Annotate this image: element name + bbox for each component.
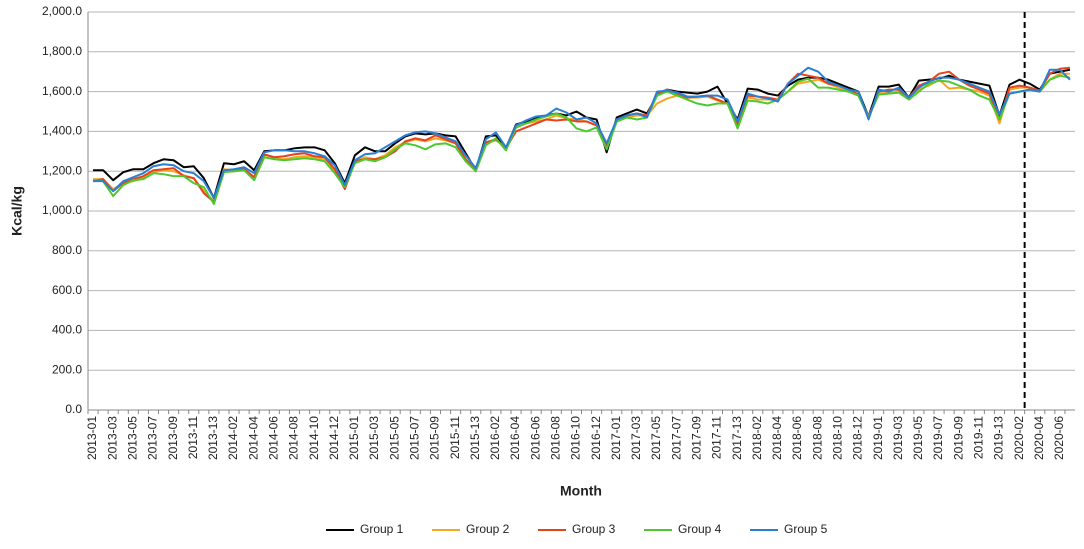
y-axis-label: Kcal/kg <box>9 186 25 236</box>
x-tick-label: 2013-03 <box>105 416 119 460</box>
series-line <box>93 66 1071 200</box>
x-tick-label: 2014-06 <box>266 416 280 460</box>
x-tick-label: 2013-13 <box>206 416 220 460</box>
x-tick-label: 2014-08 <box>287 416 301 460</box>
x-tick-label: 2017-09 <box>689 416 703 460</box>
x-tick-label: 2019-05 <box>911 416 925 460</box>
legend-label: Group 4 <box>678 522 722 536</box>
x-tick-label: 2018-10 <box>830 416 844 460</box>
x-tick-label: 2013-09 <box>166 416 180 460</box>
x-tick-label: 2016-04 <box>508 416 522 460</box>
x-tick-label: 2019-03 <box>891 416 905 460</box>
x-tick-label: 2018-02 <box>750 416 764 460</box>
y-tick-label: 400.0 <box>52 323 82 337</box>
y-tick-label: 1,000.0 <box>42 203 82 217</box>
x-tick-label: 2018-04 <box>770 416 784 460</box>
x-tick-label: 2014-10 <box>307 416 321 460</box>
x-tick-label: 2016-10 <box>569 416 583 460</box>
x-axis-label: Month <box>560 483 602 499</box>
x-tick-label: 2019-13 <box>992 416 1006 460</box>
x-tick-label: 2015-07 <box>407 416 421 460</box>
y-tick-label: 1,600.0 <box>42 84 82 98</box>
x-tick-label: 2016-02 <box>488 416 502 460</box>
x-tick-label: 2017-11 <box>710 416 724 459</box>
x-tick-label: 2018-06 <box>790 416 804 460</box>
legend-label: Group 1 <box>360 522 404 536</box>
x-tick-label: 2013-01 <box>85 416 99 460</box>
x-tick-label: 2015-03 <box>367 416 381 460</box>
x-tick-label: 2020-04 <box>1032 416 1046 460</box>
legend-label: Group 2 <box>466 522 510 536</box>
x-tick-label: 2017-07 <box>669 416 683 460</box>
x-tick-label: 2015-13 <box>468 416 482 460</box>
x-tick-label: 2019-01 <box>871 416 885 460</box>
y-tick-label: 1,200.0 <box>42 163 82 177</box>
x-tick-label: 2020-06 <box>1052 416 1066 460</box>
y-tick-label: 1,800.0 <box>42 44 82 58</box>
legend-label: Group 3 <box>572 522 616 536</box>
x-tick-label: 2018-08 <box>810 416 824 460</box>
y-tick-label: 200.0 <box>52 362 82 376</box>
x-tick-label: 2019-09 <box>951 416 965 460</box>
x-tick-label: 2014-02 <box>226 416 240 460</box>
x-tick-label: 2015-01 <box>347 416 361 460</box>
x-tick-label: 2013-05 <box>125 416 139 460</box>
x-tick-label: 2015-11 <box>448 416 462 459</box>
x-tick-label: 2014-12 <box>327 416 341 460</box>
x-tick-label: 2016-08 <box>548 416 562 460</box>
x-tick-label: 2016-12 <box>589 416 603 460</box>
series-line <box>92 74 1071 206</box>
x-tick-label: 2019-11 <box>971 416 985 459</box>
x-tick-label: 2017-01 <box>609 416 623 460</box>
x-tick-label: 2020-02 <box>1012 416 1026 460</box>
x-tick-label: 2017-13 <box>730 416 744 460</box>
x-tick-label: 2017-03 <box>629 416 643 460</box>
legend-label: Group 5 <box>784 522 828 536</box>
x-tick-label: 2015-09 <box>428 416 442 460</box>
x-tick-label: 2018-12 <box>851 416 865 460</box>
x-tick-label: 2019-07 <box>931 416 945 460</box>
x-tick-label: 2013-11 <box>186 416 200 459</box>
y-tick-label: 1,400.0 <box>42 124 82 138</box>
y-tick-label: 0.0 <box>65 402 82 416</box>
x-tick-label: 2015-05 <box>387 416 401 460</box>
x-tick-label: 2016-06 <box>528 416 542 460</box>
y-tick-label: 600.0 <box>52 283 82 297</box>
x-tick-label: 2013-07 <box>146 416 160 460</box>
y-tick-label: 800.0 <box>52 243 82 257</box>
y-tick-label: 2,000.0 <box>42 4 82 18</box>
x-tick-label: 2014-04 <box>246 416 260 460</box>
x-tick-label: 2017-05 <box>649 416 663 460</box>
series-line <box>93 72 1070 203</box>
